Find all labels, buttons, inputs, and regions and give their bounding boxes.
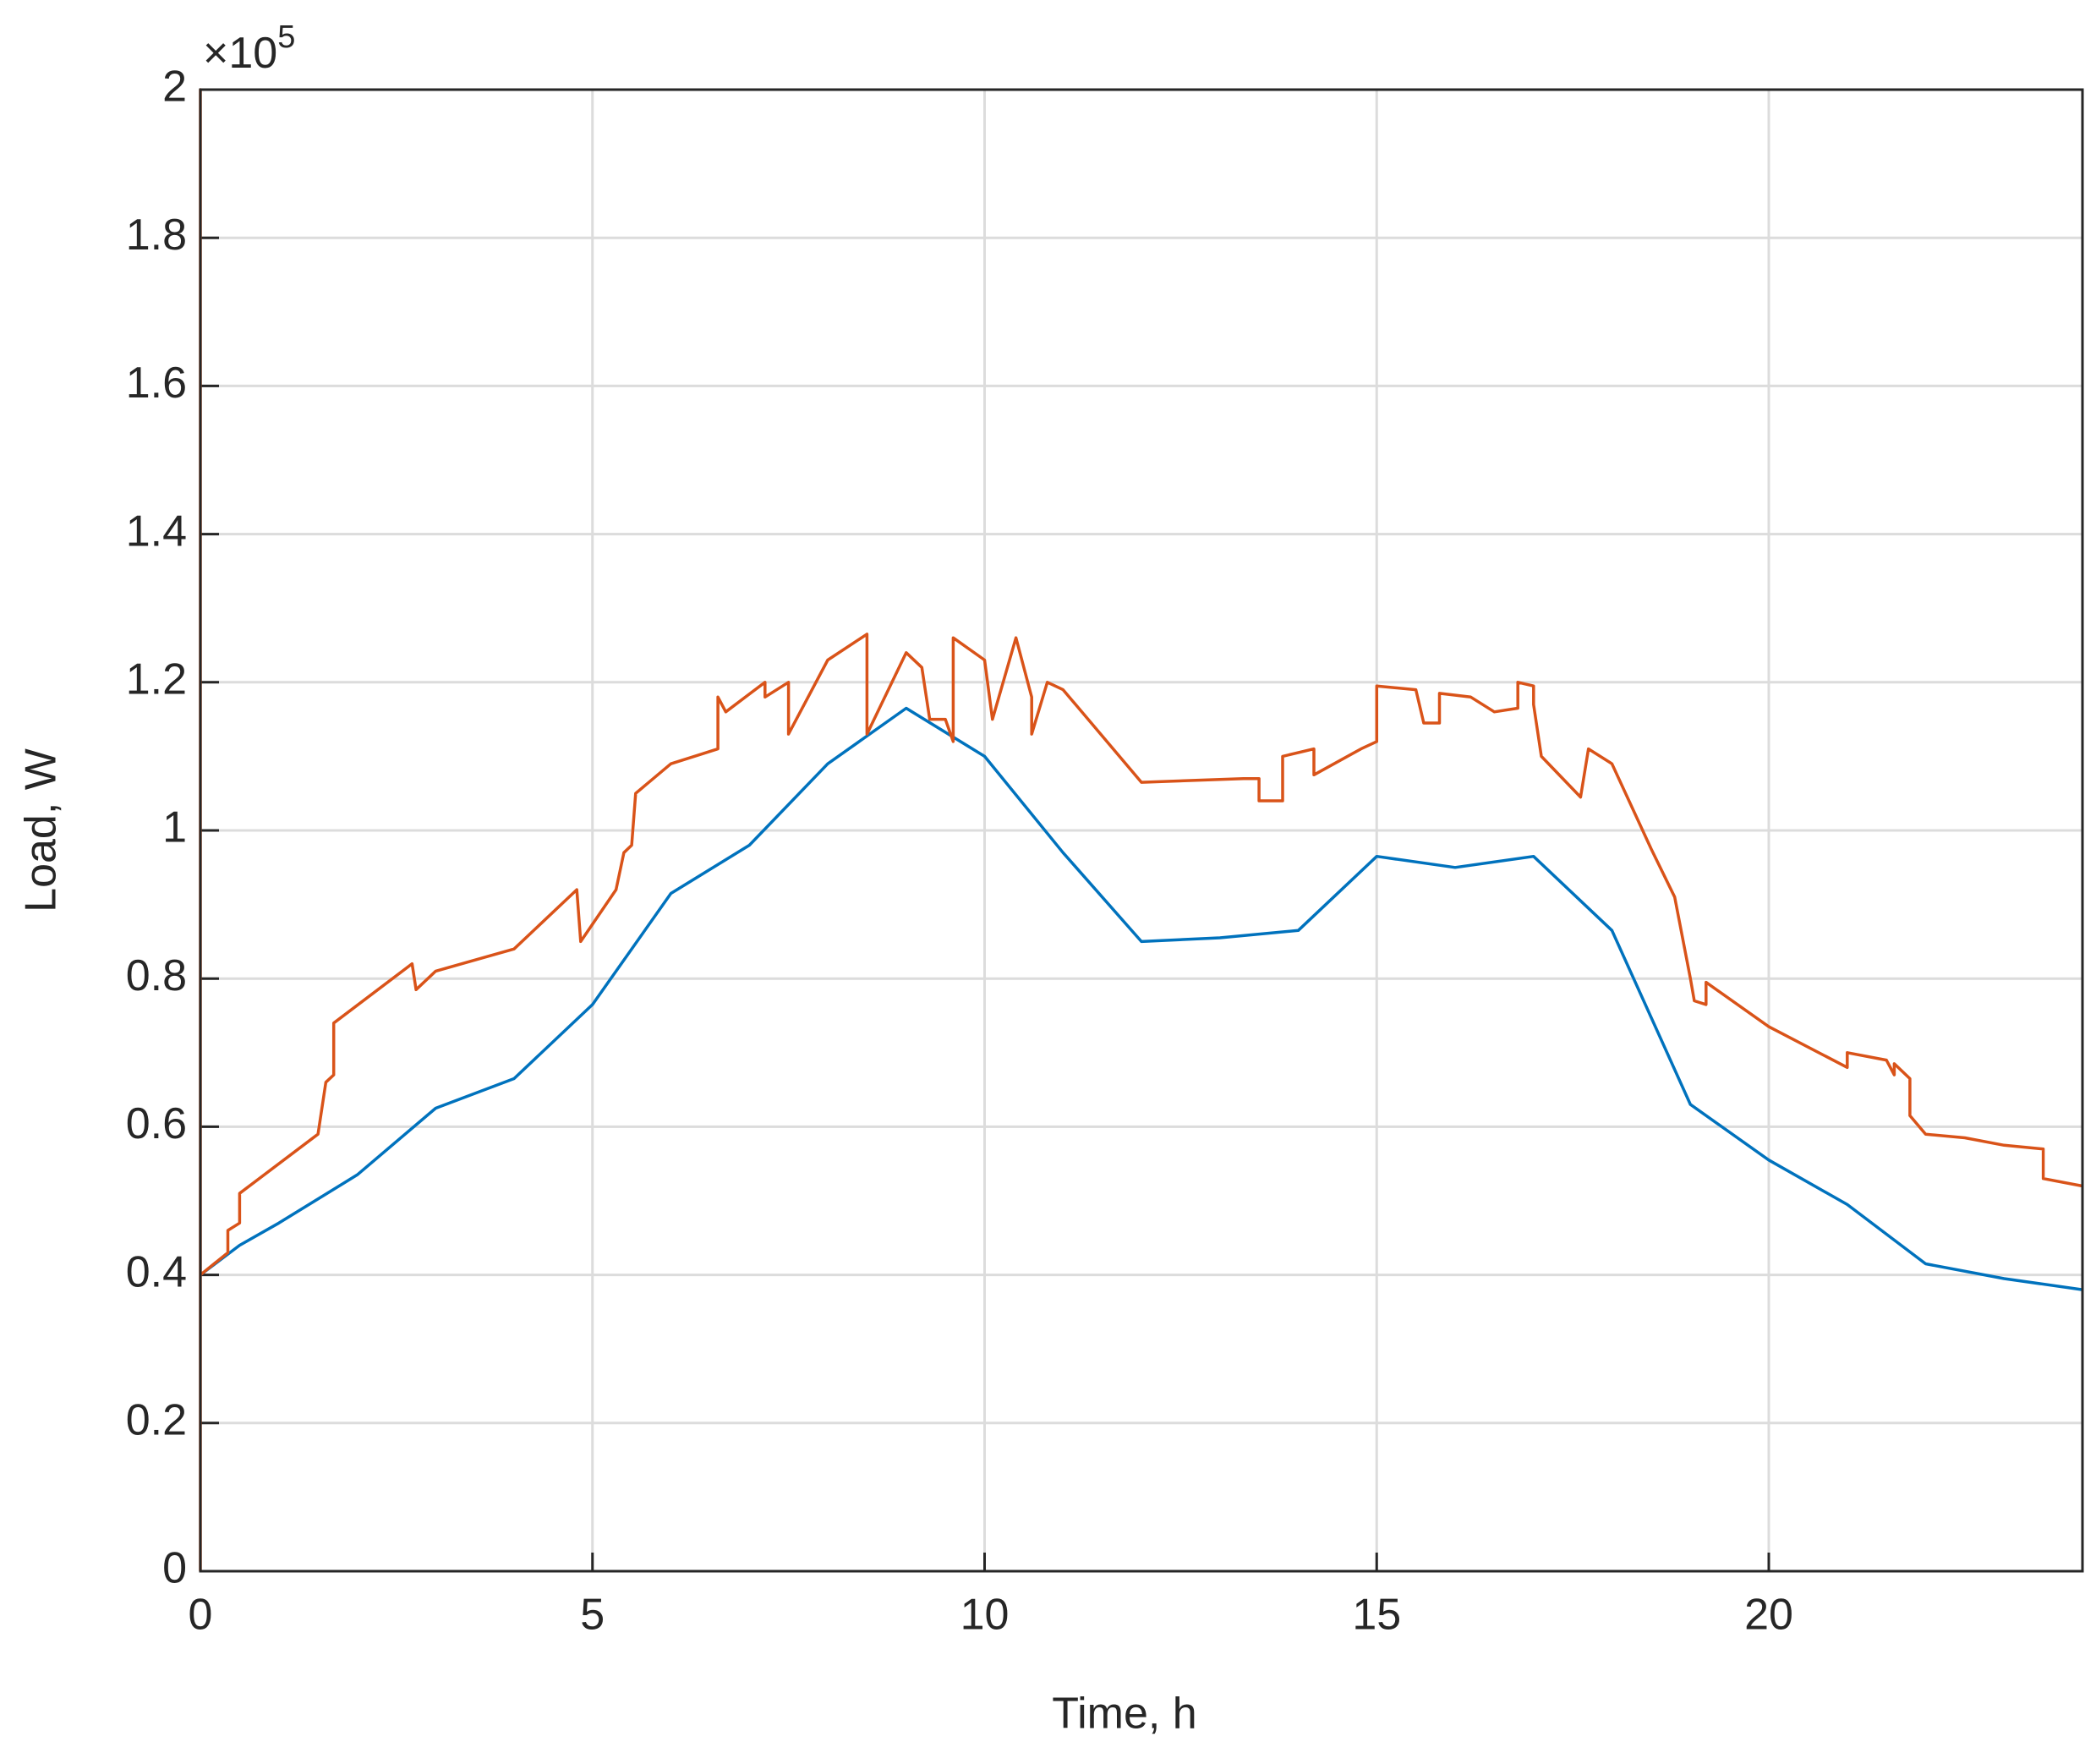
- y-multiplier-base: ×10: [203, 29, 277, 78]
- y-tick-label: 0.8: [126, 951, 187, 1000]
- y-tick-label: 0.4: [126, 1247, 187, 1296]
- y-tick-label: 1.2: [126, 655, 187, 704]
- y-tick-label: 0.2: [126, 1396, 187, 1445]
- y-multiplier-exponent: 5: [277, 19, 295, 55]
- y-tick-label: 1: [162, 803, 187, 852]
- y-tick-label: 0.6: [126, 1099, 187, 1148]
- x-axis-label: Time, h: [1052, 1690, 1196, 1739]
- y-tick-label: 1.8: [126, 211, 187, 260]
- x-tick-label: 15: [1352, 1591, 1401, 1640]
- axes-box: [199, 88, 2084, 1573]
- data-line: [199, 706, 2083, 1291]
- y-tick-label: 0: [162, 1544, 187, 1593]
- y-tick-label: 1.4: [126, 507, 187, 556]
- x-tick-label: 5: [580, 1591, 605, 1640]
- data-line: [199, 88, 2083, 1571]
- x-tick-label: 10: [960, 1591, 1010, 1640]
- y-tick-label: 1.6: [126, 359, 187, 408]
- y-axis-label: Load, W: [17, 748, 66, 912]
- x-tick-label: 0: [189, 1591, 213, 1640]
- y-tick-label: 2: [162, 63, 187, 112]
- x-tick-label: 20: [1744, 1591, 1793, 1640]
- y-multiplier: ×105: [203, 19, 295, 78]
